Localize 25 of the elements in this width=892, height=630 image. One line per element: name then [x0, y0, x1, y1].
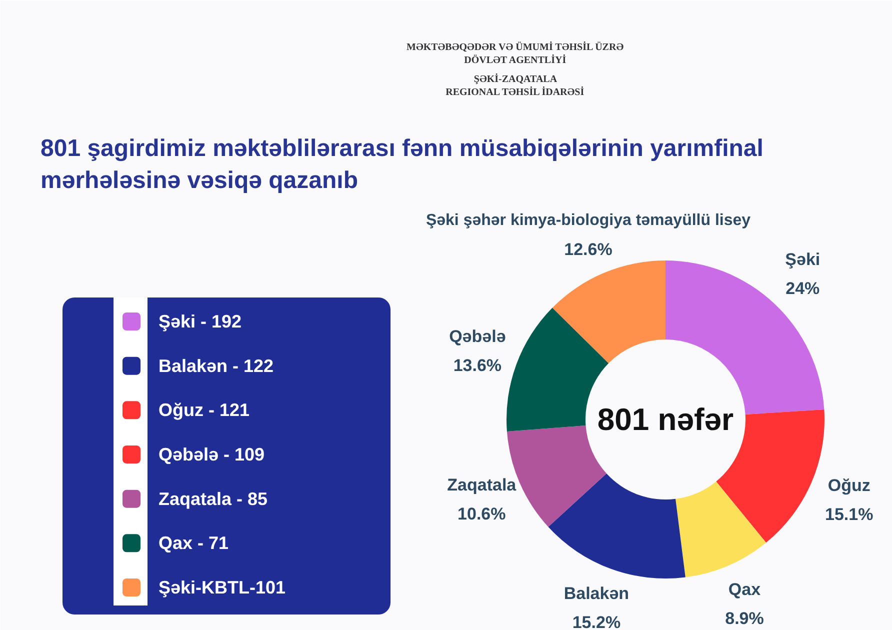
- text: ŞƏKİ-ZAQATALA REGIONAL TƏHSİL İDARƏSİ: [446, 73, 584, 98]
- data-label: 15.2%: [572, 613, 621, 630]
- data-label: 24%: [786, 278, 820, 298]
- chart-title: 801 şagirdimiz məktəblilərarası fənn müsabiqələrinin yarımfinal mərhələsinə vəsiqə qazanıb: [40, 135, 764, 194]
- text: 801 nəfər: [597, 402, 734, 437]
- category-label: Qax - 71: [158, 533, 229, 554]
- slice-label: Oğuz: [828, 476, 870, 496]
- slice-label: Zaqatala: [447, 476, 517, 495]
- category-label: Balakən - 122: [158, 356, 274, 376]
- slice-label: Şəki şəhər kimya-biologiya təmayüllü lisey: [426, 212, 751, 230]
- data-label: 12.6%: [564, 240, 612, 260]
- category-label: Zaqatala - 85: [158, 488, 268, 509]
- data-label: 10.6%: [458, 504, 506, 524]
- slice-label: Balakən: [564, 584, 630, 604]
- data-label: 8.9%: [725, 609, 764, 628]
- slice-label: Qəbələ: [449, 326, 506, 346]
- slice-label: Qax: [728, 580, 762, 600]
- category-label: Şəki - 192: [158, 312, 242, 332]
- text: MƏKTƏBƏQƏDƏR VƏ ÜMUMİ TƏHSİL ÜZRƏ DÖVLƏT AGENTLİYİ: [406, 41, 624, 66]
- data-label: 15.1%: [825, 505, 874, 524]
- category-label: Oğuz - 121: [158, 400, 250, 420]
- category-label: Qəbələ - 109: [158, 444, 265, 464]
- data-label: 13.6%: [453, 356, 502, 375]
- category-label: Şəki-KBTL-101: [158, 578, 286, 598]
- slice-label: Şəki: [785, 250, 820, 269]
